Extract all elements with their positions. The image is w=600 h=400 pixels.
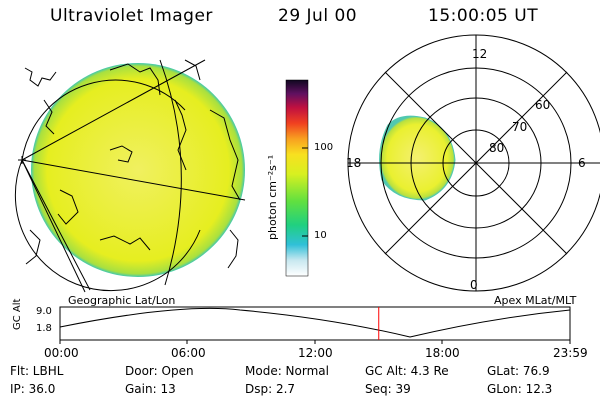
status-mode: Mode: Normal: [245, 364, 329, 378]
timeline-ytick-low: 1.8: [36, 323, 52, 334]
timeline-xtick-1800: 18:00: [425, 346, 460, 360]
instrument-title: Ultraviolet Imager: [50, 6, 213, 26]
status-flt: Flt: LBHL: [10, 364, 64, 378]
mlat-label-80: 80: [489, 141, 505, 155]
apex-label: Apex MLat/MLT: [494, 294, 577, 307]
mlat-label-70: 70: [512, 120, 528, 134]
status-gain: Gain: 13: [125, 382, 176, 396]
colorbar-tick-10: 10: [314, 230, 327, 241]
mlt-label-12: 12: [472, 47, 488, 61]
earth-disk: [31, 63, 245, 277]
mlat-label-60: 60: [535, 98, 551, 112]
coastlines: [24, 59, 241, 269]
status-glat: GLat: 76.9: [487, 364, 550, 378]
status-dsp: Dsp: 2.7: [245, 382, 296, 396]
timeline-ytick-high: 9.0: [36, 306, 52, 317]
status-glon: GLon: 12.3: [487, 382, 553, 396]
time-label: 15:00:05 UT: [428, 6, 539, 26]
auroral-oval: [379, 115, 456, 201]
polar-grid: [347, 34, 600, 292]
timeline-xtick-2359: 23:59: [553, 346, 588, 360]
status-seq: Seq: 39: [365, 382, 411, 396]
geo-grid: [14, 59, 246, 293]
timeline-xtick-0600: 06:00: [171, 346, 206, 360]
colorbar-tick-100: 100: [314, 142, 334, 153]
timeline-ylabel: GC Alt: [12, 298, 23, 330]
mlt-label-18: 18: [346, 156, 362, 170]
status-door: Door: Open: [125, 364, 194, 378]
altitude-curve: [59, 307, 571, 338]
status-ip: IP: 36.0: [10, 382, 56, 396]
status-gcalt: GC Alt: 4.3 Re: [365, 364, 449, 378]
date-label: 29 Jul 00: [278, 6, 358, 26]
mlt-label-0: 0: [470, 278, 478, 292]
mlt-label-6: 6: [578, 156, 586, 170]
timeline-xtick-0000: 00:00: [44, 346, 79, 360]
timeline-xtick-1200: 12:00: [298, 346, 333, 360]
geographic-label: Geographic Lat/Lon: [68, 294, 176, 307]
